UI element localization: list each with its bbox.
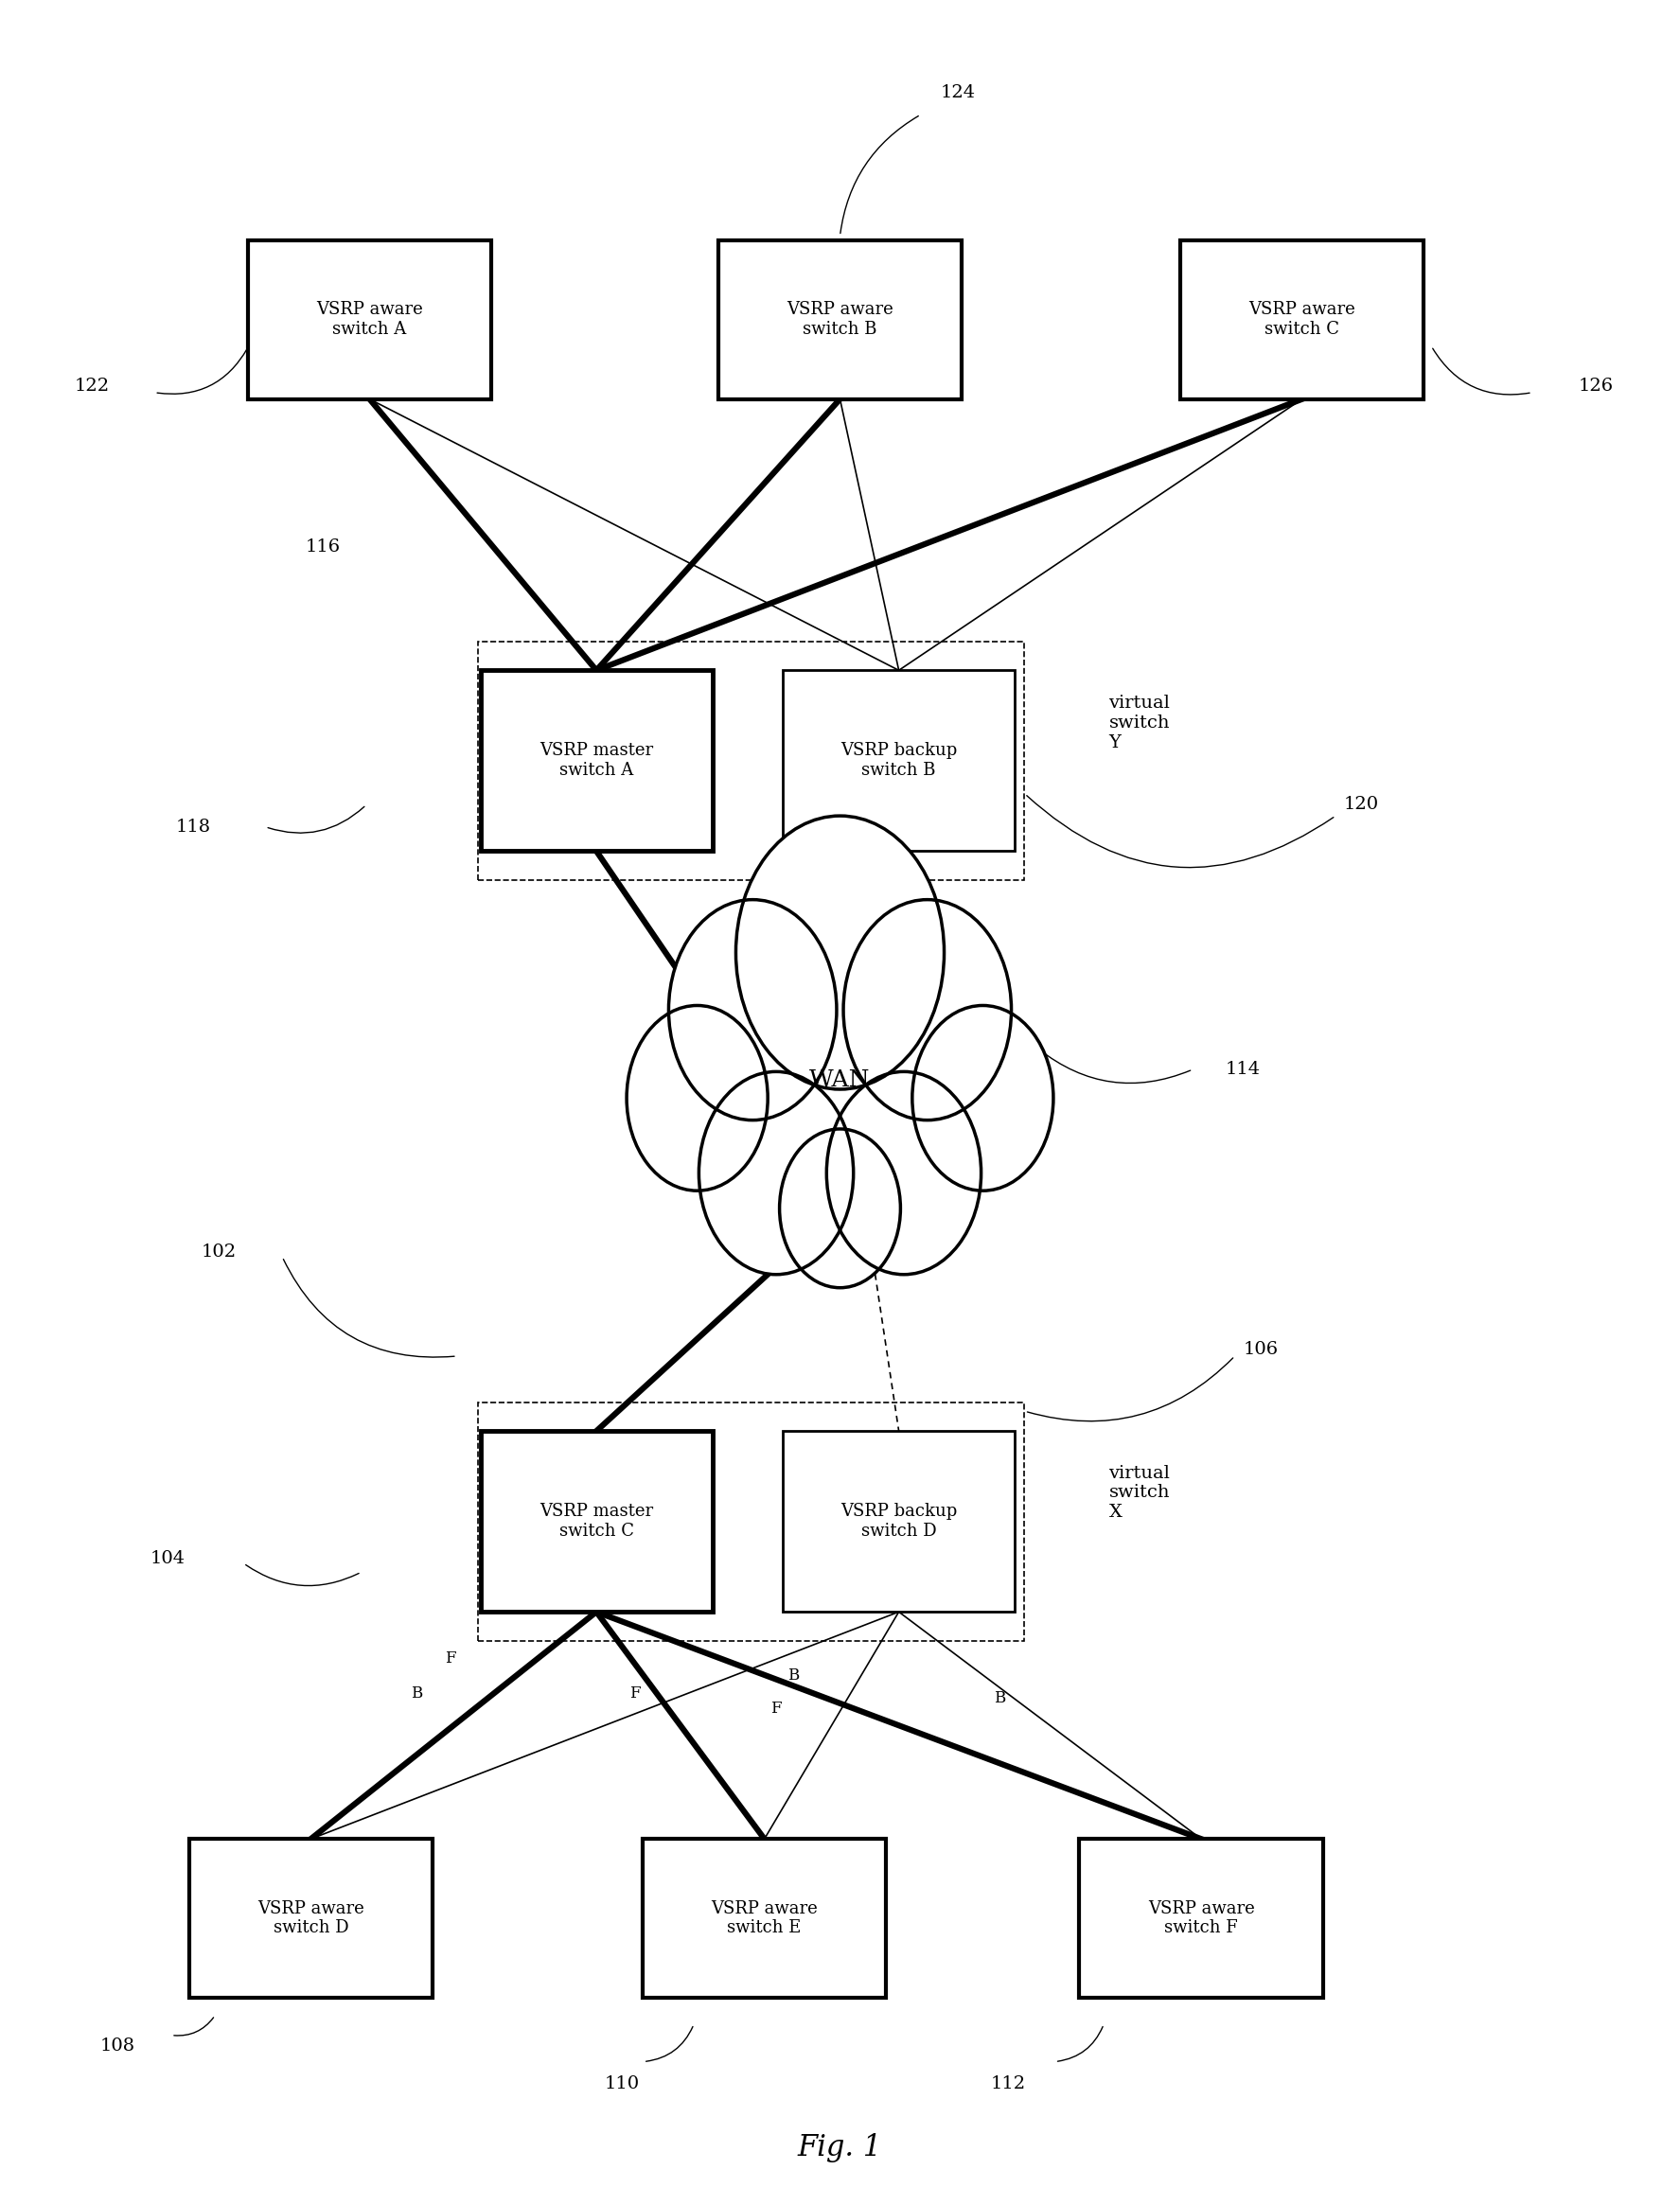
Text: 116: 116 xyxy=(306,538,339,556)
Circle shape xyxy=(827,1072,981,1274)
FancyBboxPatch shape xyxy=(249,240,492,399)
FancyBboxPatch shape xyxy=(480,670,712,851)
Text: 102: 102 xyxy=(202,1244,235,1261)
FancyBboxPatch shape xyxy=(477,642,1025,880)
Text: F: F xyxy=(630,1685,640,1702)
Text: 120: 120 xyxy=(1344,796,1379,814)
Text: 124: 124 xyxy=(941,84,974,101)
Text: VSRP aware
switch D: VSRP aware switch D xyxy=(257,1901,365,1936)
Text: VSRP aware
switch F: VSRP aware switch F xyxy=(1147,1901,1255,1936)
Text: 122: 122 xyxy=(76,377,109,395)
FancyBboxPatch shape xyxy=(783,670,1015,851)
Circle shape xyxy=(780,1129,900,1288)
FancyBboxPatch shape xyxy=(783,1431,1015,1612)
Text: VSRP aware
switch C: VSRP aware switch C xyxy=(1248,302,1356,337)
Text: virtual
switch
X: virtual switch X xyxy=(1109,1464,1171,1521)
Text: VSRP master
switch A: VSRP master switch A xyxy=(539,743,654,778)
Circle shape xyxy=(736,816,944,1089)
Text: VSRP aware
switch A: VSRP aware switch A xyxy=(316,302,423,337)
Circle shape xyxy=(699,1072,853,1274)
Circle shape xyxy=(843,900,1011,1120)
Text: VSRP master
switch C: VSRP master switch C xyxy=(539,1504,654,1539)
Text: VSRP backup
switch D: VSRP backup switch D xyxy=(840,1504,958,1539)
Text: 118: 118 xyxy=(176,818,210,836)
FancyBboxPatch shape xyxy=(1179,240,1425,399)
FancyBboxPatch shape xyxy=(1080,1839,1324,1998)
FancyBboxPatch shape xyxy=(719,240,961,399)
Text: 114: 114 xyxy=(1226,1061,1260,1078)
Text: VSRP backup
switch B: VSRP backup switch B xyxy=(840,743,958,778)
Text: WAN: WAN xyxy=(810,1069,870,1091)
Text: 106: 106 xyxy=(1243,1341,1278,1358)
Text: 104: 104 xyxy=(151,1550,185,1568)
FancyBboxPatch shape xyxy=(480,1431,712,1612)
Text: 126: 126 xyxy=(1579,377,1613,395)
Text: VSRP aware
switch B: VSRP aware switch B xyxy=(786,302,894,337)
FancyBboxPatch shape xyxy=(188,1839,433,1998)
Text: virtual
switch
Y: virtual switch Y xyxy=(1109,695,1171,752)
Circle shape xyxy=(669,900,837,1120)
Circle shape xyxy=(627,1005,768,1191)
FancyBboxPatch shape xyxy=(477,1402,1025,1641)
Text: 108: 108 xyxy=(101,2037,134,2055)
Text: F: F xyxy=(771,1700,781,1718)
Circle shape xyxy=(912,1005,1053,1191)
Text: F: F xyxy=(445,1649,455,1667)
FancyBboxPatch shape xyxy=(642,1839,887,1998)
Text: Fig. 1: Fig. 1 xyxy=(798,2132,882,2163)
Text: 112: 112 xyxy=(991,2075,1025,2093)
Text: VSRP aware
switch E: VSRP aware switch E xyxy=(711,1901,818,1936)
Text: B: B xyxy=(412,1685,422,1702)
Text: B: B xyxy=(995,1689,1005,1707)
Text: 110: 110 xyxy=(605,2075,638,2093)
Text: B: B xyxy=(788,1667,798,1685)
